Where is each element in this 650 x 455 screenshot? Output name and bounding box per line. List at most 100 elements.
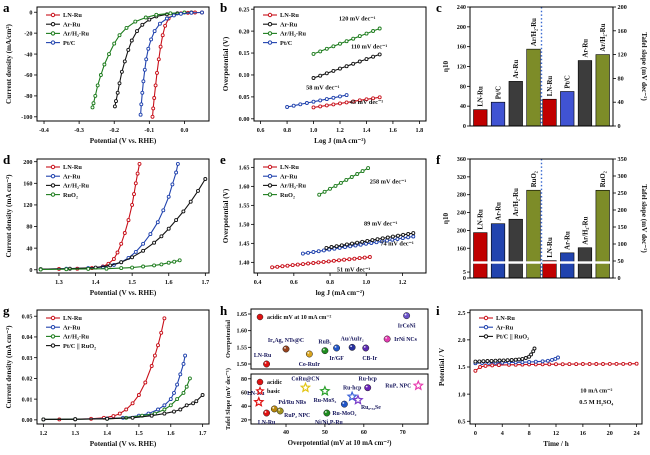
svg-text:12: 12 <box>553 430 559 437</box>
svg-text:Tafel Slope (mV dec⁻¹): Tafel Slope (mV dec⁻¹) <box>225 368 232 430</box>
svg-text:1.55: 1.55 <box>239 203 250 210</box>
svg-text:Ar/H₂-Ru: Ar/H₂-Ru <box>513 188 520 216</box>
svg-text:Time / h: Time / h <box>543 440 568 448</box>
svg-text:20: 20 <box>241 418 247 424</box>
svg-text:LN-Ru: LN-Ru <box>496 315 515 322</box>
panel-f-chart: 0516020024028032036005010015020025030035… <box>442 156 648 282</box>
svg-text:LN-Ru: LN-Ru <box>478 86 485 107</box>
svg-text:60: 60 <box>241 390 247 396</box>
svg-text:RuO₂: RuO₂ <box>600 171 607 187</box>
svg-text:80: 80 <box>618 75 624 82</box>
svg-text:-40: -40 <box>24 51 32 58</box>
svg-text:1.6: 1.6 <box>165 279 173 286</box>
svg-text:150: 150 <box>618 224 627 231</box>
svg-text:-80: -80 <box>24 93 32 100</box>
svg-text:200: 200 <box>457 24 466 31</box>
svg-text:0: 0 <box>618 123 621 130</box>
svg-text:1.5: 1.5 <box>458 364 466 371</box>
svg-text:Ni/Ni₂P-Ru: Ni/Ni₂P-Ru <box>315 420 344 426</box>
svg-text:Ar-Ru: Ar-Ru <box>495 202 502 221</box>
svg-text:1.0: 1.0 <box>362 279 370 286</box>
svg-text:Ru₀.₃₃Se: Ru₀.₃₃Se <box>361 405 381 411</box>
svg-text:16: 16 <box>580 430 586 437</box>
svg-text:240: 240 <box>457 210 466 217</box>
svg-text:50: 50 <box>322 430 328 436</box>
svg-text:Ar/H₂-Ru: Ar/H₂-Ru <box>63 31 90 38</box>
svg-text:0.6: 0.6 <box>257 127 265 134</box>
svg-text:RuPₓ NPC: RuPₓ NPC <box>385 384 411 390</box>
svg-text:0.6: 0.6 <box>290 279 298 286</box>
svg-text:LN-Ru: LN-Ru <box>63 315 82 322</box>
svg-text:300: 300 <box>618 173 627 180</box>
svg-text:1.0: 1.0 <box>458 391 466 398</box>
svg-text:0.5 M H₂SO₄: 0.5 M H₂SO₄ <box>579 399 613 406</box>
panel-letter-e: e <box>220 152 226 167</box>
svg-text:40: 40 <box>26 245 32 252</box>
svg-text:40: 40 <box>618 99 624 106</box>
svg-text:Ar/H₂-Ru: Ar/H₂-Ru <box>280 31 307 38</box>
svg-text:1.45: 1.45 <box>239 241 250 248</box>
svg-text:1.50: 1.50 <box>239 222 250 229</box>
svg-text:1.40: 1.40 <box>239 260 250 267</box>
svg-text:LN-Ru: LN-Ru <box>63 12 82 19</box>
svg-text:74 mV dec⁻¹: 74 mV dec⁻¹ <box>380 241 414 248</box>
svg-text:Tafel slope (mV dec⁻¹): Tafel slope (mV dec⁻¹) <box>640 32 648 101</box>
svg-text:160: 160 <box>23 181 32 188</box>
svg-text:120: 120 <box>457 64 466 71</box>
svg-text:Au/AuIr₂: Au/AuIr₂ <box>341 336 364 342</box>
panel-d: d 1.3 1.4 1.5 1.6 1.7 0 40 80 120 160 200 Potential… <box>0 152 217 304</box>
svg-text:Potential (V vs. RHE): Potential (V vs. RHE) <box>90 137 157 145</box>
svg-text:IrNi NCs: IrNi NCs <box>394 337 417 343</box>
svg-text:2.0: 2.0 <box>458 337 466 344</box>
svg-text:258 mV dec⁻¹: 258 mV dec⁻¹ <box>370 178 407 185</box>
svg-text:200: 200 <box>23 159 32 166</box>
svg-text:LN-Ru: LN-Ru <box>254 353 272 359</box>
panel-d-chart: 1.3 1.4 1.5 1.6 1.7 0 40 80 120 160 200 Potential (… <box>5 158 210 297</box>
svg-text:0.20: 0.20 <box>239 28 250 35</box>
svg-text:RuO₂: RuO₂ <box>280 192 295 199</box>
svg-text:-0.2: -0.2 <box>109 127 119 134</box>
svg-text:Ar-Ru: Ar-Ru <box>280 173 298 180</box>
svg-text:Overpotential (V): Overpotential (V) <box>222 36 230 91</box>
svg-text:1.4: 1.4 <box>103 430 111 437</box>
svg-text:Pd/Ru NRs: Pd/Ru NRs <box>278 400 307 406</box>
svg-text:Pt/C: Pt/C <box>63 40 76 47</box>
svg-text:Current density (mA/cm²): Current density (mA/cm²) <box>5 23 13 103</box>
svg-text:Ar/H₂-Ru: Ar/H₂-Ru <box>280 183 307 190</box>
svg-text:0: 0 <box>463 123 466 130</box>
svg-text:0.01: 0.01 <box>22 396 33 403</box>
svg-text:0.10: 0.10 <box>239 72 250 79</box>
svg-text:Current density (mA cm⁻²): Current density (mA cm⁻²) <box>5 174 13 258</box>
panel-g-chart: 1.2 1.3 1.4 1.5 1.6 1.7 0.00 0.01 0.02 0.03 0.04 0.… <box>5 309 210 448</box>
svg-text:1.55: 1.55 <box>237 345 248 351</box>
svg-text:acidic: acidic <box>267 380 282 386</box>
svg-text:58 mV dec⁻¹: 58 mV dec⁻¹ <box>306 84 340 91</box>
svg-text:LN-Ru: LN-Ru <box>547 76 554 97</box>
panel-a: a -0.4 -0.3 -0.2 -0.1 0.0 0 -20 -40 -60 -80 -100 Po… <box>0 0 217 152</box>
svg-text:Ru-MoS₂: Ru-MoS₂ <box>314 398 337 404</box>
panel-letter-h: h <box>220 303 228 318</box>
svg-text:-100: -100 <box>21 114 32 121</box>
svg-text:Ar-Ru: Ar-Ru <box>582 39 589 58</box>
svg-text:LN-Ru: LN-Ru <box>280 12 299 19</box>
svg-text:5: 5 <box>463 269 466 276</box>
svg-text:Overpotential: Overpotential <box>225 320 232 358</box>
svg-text:LN-Ru: LN-Ru <box>247 391 265 397</box>
svg-text:240: 240 <box>457 4 466 11</box>
svg-text:0: 0 <box>618 275 621 282</box>
svg-text:Ar-Ru: Ar-Ru <box>513 60 520 79</box>
svg-text:0.4: 0.4 <box>254 279 262 286</box>
svg-text:Ar-Ru: Ar-Ru <box>496 324 514 331</box>
svg-text:8: 8 <box>528 430 531 437</box>
svg-text:160: 160 <box>457 44 466 51</box>
svg-text:Pt/C: Pt/C <box>280 40 293 47</box>
svg-text:Pt/C || RuO₂: Pt/C || RuO₂ <box>496 334 529 341</box>
svg-text:1.60: 1.60 <box>239 184 250 191</box>
svg-text:acidic mV at 10 mA cm⁻²: acidic mV at 10 mA cm⁻² <box>267 315 332 321</box>
svg-text:1.7: 1.7 <box>201 279 209 286</box>
svg-text:Ar/H₂-Ru: Ar/H₂-Ru <box>63 183 90 190</box>
svg-text:1.2: 1.2 <box>399 279 407 286</box>
svg-text:Ar-Ru: Ar-Ru <box>280 21 298 28</box>
svg-text:250: 250 <box>618 190 627 197</box>
